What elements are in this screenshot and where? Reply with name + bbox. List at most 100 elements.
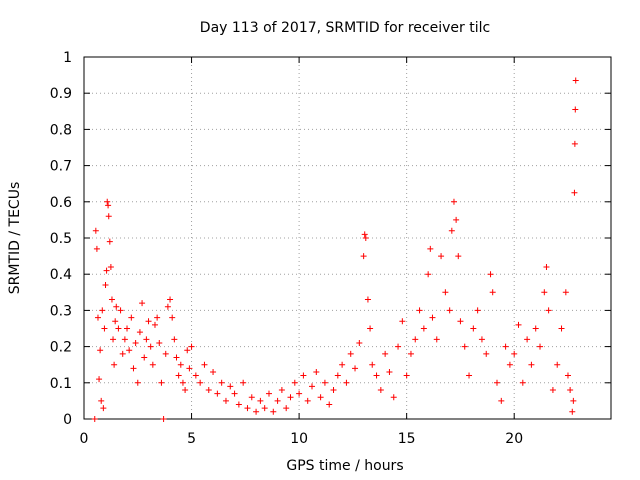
- data-point: [106, 238, 113, 245]
- data-point: [572, 77, 579, 84]
- data-point: [132, 339, 139, 346]
- data-point: [97, 347, 104, 354]
- y-tick-label: 0.9: [50, 86, 72, 102]
- data-point: [244, 405, 251, 412]
- data-point: [96, 376, 103, 383]
- data-point: [235, 401, 242, 408]
- y-tick-label: 1: [63, 50, 72, 66]
- data-point: [188, 343, 195, 350]
- data-point: [218, 379, 225, 386]
- data-point: [493, 379, 500, 386]
- data-point: [274, 397, 281, 404]
- data-point: [382, 350, 389, 357]
- x-tick-label: 15: [398, 431, 416, 447]
- data-point: [248, 394, 255, 401]
- data-point: [179, 379, 186, 386]
- data-point: [403, 372, 410, 379]
- data-point: [549, 387, 556, 394]
- axis-layer: 00.10.20.30.40.50.60.70.80.910 5 10 15 20: [50, 50, 611, 447]
- data-point: [261, 405, 268, 412]
- x-tick-label: 20: [505, 431, 523, 447]
- data-point: [104, 198, 111, 205]
- data-point: [364, 296, 371, 303]
- data-point: [433, 336, 440, 343]
- data-point: [205, 387, 212, 394]
- data-point: [171, 336, 178, 343]
- y-tick-label: 0.2: [50, 340, 72, 356]
- data-point: [169, 314, 176, 321]
- y-tick-label: 0.8: [50, 122, 72, 138]
- data-point: [571, 140, 578, 147]
- x-tick-label: 10: [290, 431, 308, 447]
- data-point: [317, 394, 324, 401]
- data-point: [461, 343, 468, 350]
- data-point: [121, 336, 128, 343]
- data-point: [377, 387, 384, 394]
- data-point: [100, 405, 107, 412]
- data-point: [257, 397, 264, 404]
- data-point: [528, 361, 535, 368]
- chart-title: Day 113 of 2017, SRMTID for receiver til…: [200, 20, 490, 36]
- data-point: [448, 227, 455, 234]
- data-point: [334, 372, 341, 379]
- data-point: [347, 350, 354, 357]
- data-point: [313, 368, 320, 375]
- data-point: [102, 282, 109, 289]
- data-point: [399, 318, 406, 325]
- data-point: [489, 289, 496, 296]
- data-point: [222, 397, 229, 404]
- data-point: [438, 253, 445, 260]
- data-point: [362, 235, 369, 241]
- data-point: [101, 325, 108, 332]
- data-point: [103, 267, 110, 274]
- data-point: [141, 354, 148, 361]
- data-point: [197, 379, 204, 386]
- data-point: [186, 365, 193, 372]
- data-point: [420, 325, 427, 332]
- x-axis-label: GPS time / hours: [286, 458, 403, 474]
- data-point: [330, 387, 337, 394]
- data-point: [177, 361, 184, 368]
- data-point: [545, 307, 552, 314]
- data-point: [442, 289, 449, 296]
- data-point: [291, 379, 298, 386]
- data-point: [124, 325, 131, 332]
- data-point: [214, 390, 221, 397]
- data-point: [537, 343, 544, 350]
- data-point: [111, 361, 118, 368]
- data-point: [395, 343, 402, 350]
- data-point: [113, 303, 120, 310]
- data-point: [567, 387, 574, 394]
- data-point: [321, 379, 328, 386]
- data-point: [110, 336, 117, 343]
- y-tick-label: 0: [63, 412, 72, 428]
- data-point: [160, 416, 167, 422]
- data-point: [184, 347, 191, 354]
- data-point: [240, 379, 247, 386]
- data-point: [287, 394, 294, 401]
- data-point: [470, 325, 477, 332]
- data-point: [532, 325, 539, 332]
- data-point: [167, 296, 174, 303]
- data-point: [192, 372, 199, 379]
- data-point: [356, 339, 363, 346]
- data-point: [326, 401, 333, 408]
- data-point: [158, 379, 165, 386]
- data-point: [339, 361, 346, 368]
- data-point: [270, 408, 277, 415]
- data-point: [450, 198, 457, 205]
- data-point: [457, 318, 464, 325]
- data-point: [343, 379, 350, 386]
- data-point: [543, 263, 550, 270]
- data-point: [466, 372, 473, 379]
- data-point: [126, 347, 133, 354]
- data-point: [541, 289, 548, 296]
- data-point: [108, 296, 115, 303]
- x-tick-label: 0: [80, 431, 89, 447]
- y-tick-label: 0.4: [50, 267, 72, 283]
- data-point: [569, 408, 576, 415]
- data-point: [453, 216, 460, 223]
- data-point: [283, 405, 290, 412]
- data-point: [478, 336, 485, 343]
